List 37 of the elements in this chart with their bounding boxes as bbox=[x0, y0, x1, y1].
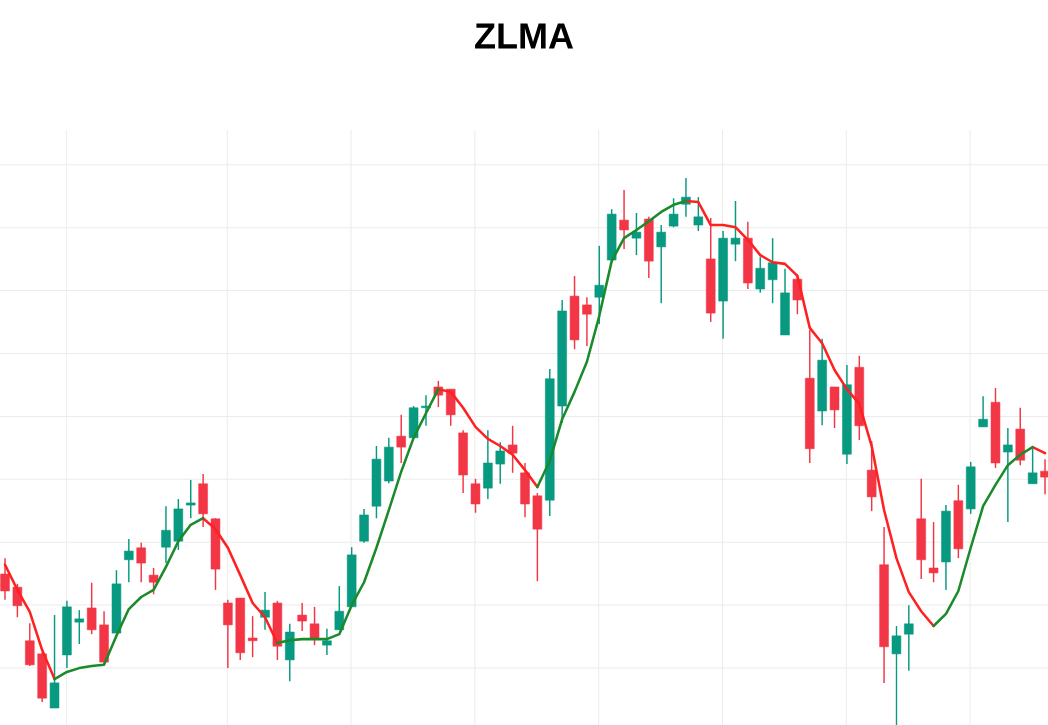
candlestick bbox=[693, 196, 704, 232]
candlestick bbox=[124, 538, 134, 583]
candlestick bbox=[755, 256, 765, 294]
candlestick bbox=[0, 557, 10, 601]
candlestick bbox=[928, 521, 939, 583]
candlestick bbox=[495, 441, 505, 485]
candlestick bbox=[136, 542, 146, 583]
candlestick bbox=[978, 395, 988, 428]
candlestick bbox=[470, 478, 481, 514]
candlestick bbox=[904, 604, 914, 672]
candlestick bbox=[594, 245, 605, 325]
candlestick bbox=[148, 567, 159, 596]
candlestick bbox=[247, 615, 258, 658]
candlestick bbox=[396, 414, 406, 464]
candlestick bbox=[161, 505, 171, 564]
candlestick bbox=[631, 212, 642, 256]
chart-title: ZLMA bbox=[475, 23, 574, 49]
candlestick bbox=[1003, 427, 1013, 523]
candlestick bbox=[767, 237, 778, 304]
candlestick bbox=[86, 582, 97, 635]
candlestick bbox=[668, 197, 679, 228]
candlestick bbox=[223, 598, 233, 669]
candlestick bbox=[829, 386, 840, 429]
candlestick bbox=[334, 585, 345, 631]
candlestick bbox=[582, 296, 592, 347]
candlestick bbox=[1027, 448, 1038, 485]
candlestick bbox=[507, 425, 518, 474]
candlestick bbox=[322, 627, 332, 656]
candlestick bbox=[421, 394, 431, 427]
candlestick bbox=[656, 224, 666, 304]
candlestick bbox=[619, 189, 629, 250]
candlestick bbox=[730, 200, 741, 262]
candlestick bbox=[309, 606, 320, 646]
candlestick bbox=[186, 479, 196, 519]
candlestick bbox=[891, 625, 902, 725]
candlestick bbox=[74, 609, 85, 645]
candlestick bbox=[297, 602, 307, 632]
